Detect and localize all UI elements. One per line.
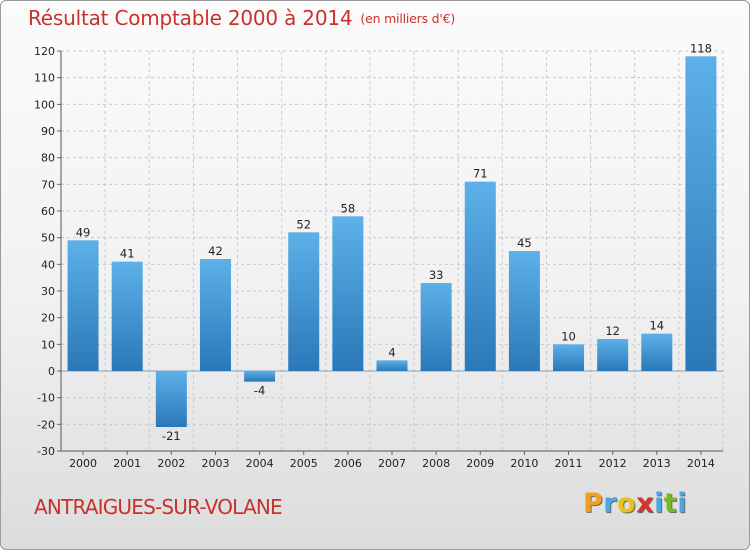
bar-2009 bbox=[464, 181, 496, 371]
y-tick-label: 110 bbox=[34, 72, 55, 85]
bar-2008 bbox=[420, 283, 452, 371]
value-label-2008: 33 bbox=[429, 268, 444, 282]
bar-2010 bbox=[508, 251, 540, 371]
value-label-2012: 12 bbox=[605, 324, 620, 338]
y-tick-label: -10 bbox=[37, 392, 55, 405]
bar-2005 bbox=[288, 232, 320, 371]
bar-2004 bbox=[244, 371, 276, 382]
bar-2011 bbox=[553, 344, 585, 371]
bar-2013 bbox=[641, 333, 673, 371]
x-tick-label-2004: 2004 bbox=[246, 457, 274, 470]
bar-2001 bbox=[111, 261, 143, 371]
x-tick-label-2006: 2006 bbox=[334, 457, 362, 470]
y-tick-label: -20 bbox=[37, 418, 55, 431]
logo-letter-i1: i bbox=[654, 488, 664, 519]
x-tick-label-2005: 2005 bbox=[290, 457, 318, 470]
y-tick-label: 50 bbox=[41, 232, 55, 245]
x-tick-label-2013: 2013 bbox=[643, 457, 671, 470]
value-label-2003: 42 bbox=[208, 244, 223, 258]
y-tick-label: 0 bbox=[48, 365, 55, 378]
x-tick-label-2007: 2007 bbox=[378, 457, 406, 470]
logo-letter-x: x bbox=[636, 488, 655, 519]
bar-2007 bbox=[376, 360, 408, 371]
y-tick-label: 20 bbox=[41, 312, 55, 325]
logo-letter-i2: i bbox=[677, 488, 688, 519]
y-tick-label: 120 bbox=[34, 45, 55, 58]
value-label-2000: 49 bbox=[76, 225, 91, 239]
y-tick-label: 70 bbox=[41, 178, 55, 191]
x-tick-label-2008: 2008 bbox=[422, 457, 450, 470]
logo-letter-o: o bbox=[617, 488, 637, 519]
value-label-2004: -4 bbox=[254, 384, 265, 398]
bar-2003 bbox=[199, 259, 231, 371]
logo-letter-p: P bbox=[583, 488, 604, 519]
y-tick-label: 30 bbox=[41, 285, 55, 298]
value-label-2007: 4 bbox=[388, 345, 395, 359]
bar-2014 bbox=[685, 56, 717, 371]
logo-letter-r: r bbox=[603, 488, 618, 519]
chart-unit: (en milliers d'€) bbox=[360, 11, 456, 26]
value-label-2009: 71 bbox=[473, 167, 488, 181]
value-label-2006: 58 bbox=[341, 201, 356, 215]
value-label-2011: 10 bbox=[561, 329, 576, 343]
y-tick-label: 10 bbox=[41, 338, 55, 351]
value-label-2013: 14 bbox=[649, 319, 664, 333]
chart-title-text: Résultat Comptable 2000 à 2014 bbox=[28, 6, 353, 30]
x-tick-label-2011: 2011 bbox=[555, 457, 583, 470]
bars bbox=[67, 56, 717, 427]
bar-2000 bbox=[67, 240, 99, 371]
bar-2006 bbox=[332, 216, 364, 371]
axes: -30 -20 -10 0 10 20 30 40 50 60 70 80 90 100 110 120 200… bbox=[34, 45, 723, 470]
data-labels: 49 41 -21 42 -4 52 58 4 33 71 45 10 12 14 118 bbox=[76, 41, 712, 443]
value-label-2010: 45 bbox=[517, 236, 532, 250]
y-tick-label: 40 bbox=[41, 258, 55, 271]
x-tick-label-2009: 2009 bbox=[466, 457, 494, 470]
x-tick-label-2014: 2014 bbox=[687, 457, 715, 470]
x-tick-label-2010: 2010 bbox=[510, 457, 538, 470]
value-label-2002: -21 bbox=[162, 429, 181, 443]
bar-2012 bbox=[597, 339, 629, 371]
x-tick-label-2002: 2002 bbox=[157, 457, 185, 470]
y-tick-label: -30 bbox=[37, 445, 55, 458]
value-label-2001: 41 bbox=[120, 247, 135, 261]
chart-title: Résultat Comptable 2000 à 2014 (en millie… bbox=[28, 6, 455, 30]
y-tick-label: 100 bbox=[34, 98, 55, 111]
y-tick-label: 60 bbox=[41, 205, 55, 218]
x-tick-label-2000: 2000 bbox=[69, 457, 97, 470]
logo-letter-t: t bbox=[663, 488, 678, 519]
bar-2002 bbox=[155, 371, 187, 427]
proxiti-logo: Proxiti bbox=[583, 488, 687, 519]
x-tick-label-2003: 2003 bbox=[201, 457, 229, 470]
y-tick-label: 90 bbox=[41, 125, 55, 138]
x-tick-label-2012: 2012 bbox=[599, 457, 627, 470]
town-name: ANTRAIGUES-SUR-VOLANE bbox=[34, 495, 283, 519]
x-tick-label-2001: 2001 bbox=[113, 457, 141, 470]
value-label-2014: 118 bbox=[690, 41, 712, 55]
y-tick-label: 80 bbox=[41, 152, 55, 165]
value-label-2005: 52 bbox=[296, 217, 311, 231]
